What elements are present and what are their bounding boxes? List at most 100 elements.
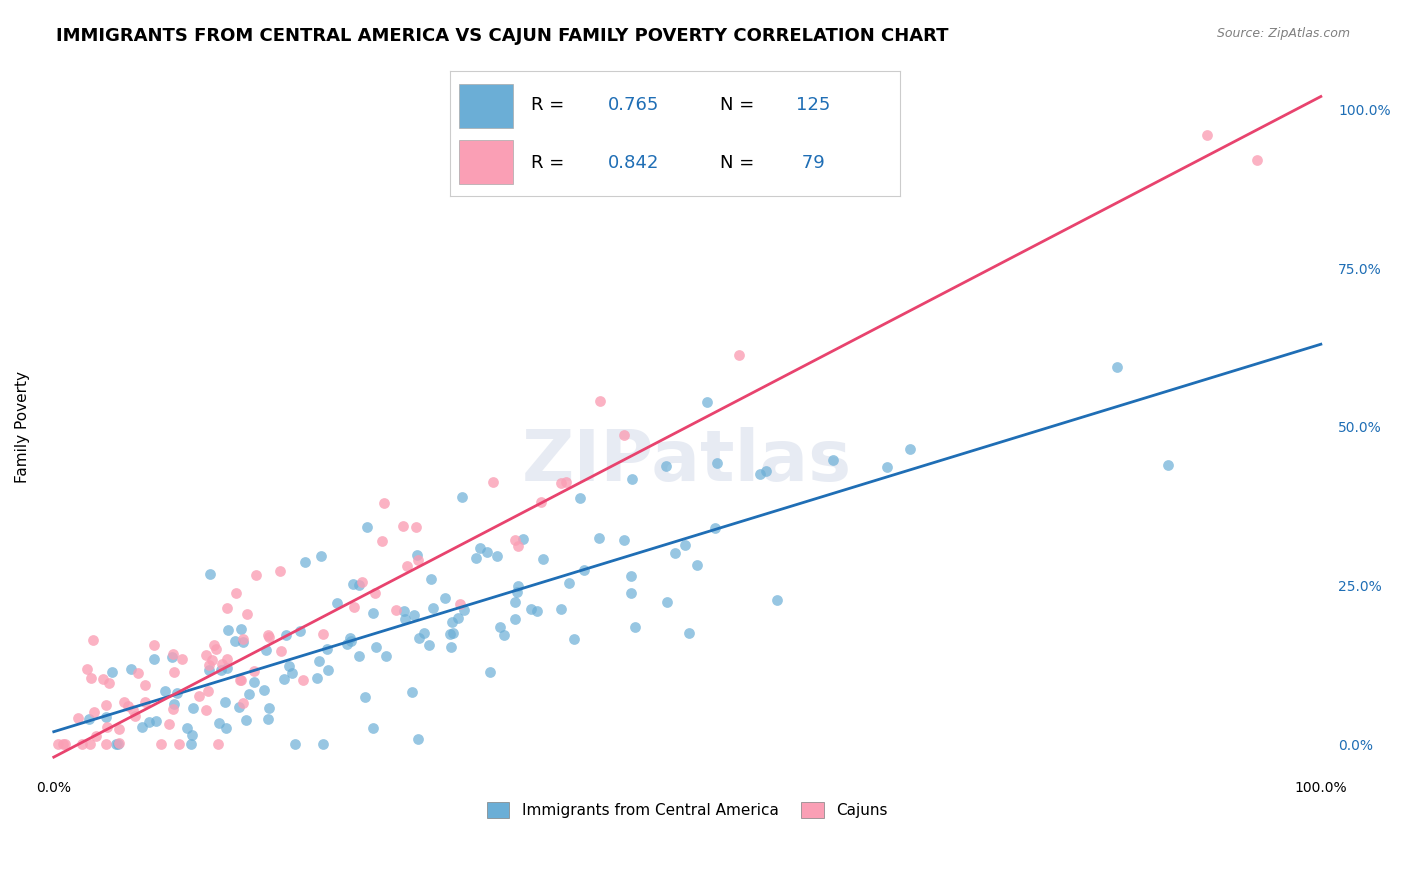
Point <box>485 549 508 564</box>
Point <box>696 394 718 409</box>
Point <box>339 634 361 648</box>
Point <box>84 729 107 743</box>
Point <box>215 601 238 615</box>
Point <box>402 608 425 623</box>
Point <box>558 576 581 591</box>
Point <box>131 720 153 734</box>
Point <box>52 738 75 752</box>
Point <box>620 586 643 600</box>
Point <box>243 665 266 679</box>
Point <box>77 713 100 727</box>
Point <box>107 736 129 750</box>
Text: 0.842: 0.842 <box>607 153 659 171</box>
Point <box>572 564 595 578</box>
Point <box>181 700 204 714</box>
Point <box>200 567 222 582</box>
Point <box>162 647 184 661</box>
Point <box>120 663 142 677</box>
Point <box>374 648 396 663</box>
Text: 0.765: 0.765 <box>607 96 659 114</box>
Point <box>422 601 444 615</box>
Point <box>655 595 678 609</box>
Point <box>80 671 103 685</box>
Point <box>94 710 117 724</box>
Point <box>215 661 238 675</box>
Point <box>197 684 219 698</box>
Point <box>529 495 551 509</box>
Point <box>555 475 578 489</box>
Point <box>122 703 145 717</box>
Point <box>276 628 298 642</box>
Point <box>447 611 470 625</box>
Point <box>96 720 118 734</box>
Point <box>79 738 101 752</box>
Point <box>748 467 770 482</box>
Point <box>395 558 418 573</box>
Point <box>229 622 252 636</box>
Point <box>439 627 461 641</box>
Point <box>326 596 349 610</box>
Point <box>1195 128 1218 142</box>
Point <box>468 541 491 555</box>
Point <box>67 711 90 725</box>
Point <box>46 738 69 752</box>
Point <box>134 695 156 709</box>
Text: 79: 79 <box>796 153 825 171</box>
Point <box>405 548 427 562</box>
Point <box>257 627 280 641</box>
Point <box>686 558 709 572</box>
Point <box>371 533 394 548</box>
Point <box>339 632 361 646</box>
Point <box>138 714 160 729</box>
Text: R =: R = <box>531 153 569 171</box>
Point <box>180 738 202 752</box>
Point <box>568 491 591 505</box>
Point <box>157 716 180 731</box>
Point <box>620 472 643 486</box>
Point <box>364 640 387 655</box>
Point <box>506 539 529 553</box>
Point <box>401 685 423 699</box>
Point <box>413 626 436 640</box>
Point <box>167 738 190 752</box>
Point <box>215 651 238 665</box>
Point <box>531 552 554 566</box>
Point <box>613 533 636 547</box>
Point <box>245 568 267 582</box>
Point <box>197 664 219 678</box>
Point <box>418 638 440 652</box>
Point <box>898 442 921 457</box>
Text: IMMIGRANTS FROM CENTRAL AMERICA VS CAJUN FAMILY POVERTY CORRELATION CHART: IMMIGRANTS FROM CENTRAL AMERICA VS CAJUN… <box>56 27 949 45</box>
Point <box>766 592 789 607</box>
Point <box>624 620 647 634</box>
Point <box>117 698 139 713</box>
Text: R =: R = <box>531 96 569 114</box>
Point <box>308 654 330 668</box>
Point <box>312 738 335 752</box>
Point <box>217 623 239 637</box>
Point <box>433 591 456 605</box>
Point <box>197 658 219 673</box>
Point <box>526 604 548 618</box>
Point <box>479 665 502 680</box>
Text: N =: N = <box>720 96 759 114</box>
Point <box>187 690 209 704</box>
Point <box>475 545 498 559</box>
Text: 125: 125 <box>796 96 831 114</box>
Point <box>253 683 276 698</box>
Point <box>91 672 114 686</box>
Point <box>107 738 129 752</box>
Point <box>406 731 429 746</box>
Point <box>354 690 377 705</box>
Point <box>195 648 218 662</box>
Point <box>482 475 505 489</box>
Point <box>451 490 474 504</box>
Point <box>673 538 696 552</box>
Point <box>163 665 186 680</box>
Point <box>108 723 131 737</box>
Point <box>160 649 183 664</box>
Point <box>385 603 408 617</box>
Point <box>364 586 387 600</box>
Point <box>316 663 339 677</box>
Point <box>256 712 278 726</box>
